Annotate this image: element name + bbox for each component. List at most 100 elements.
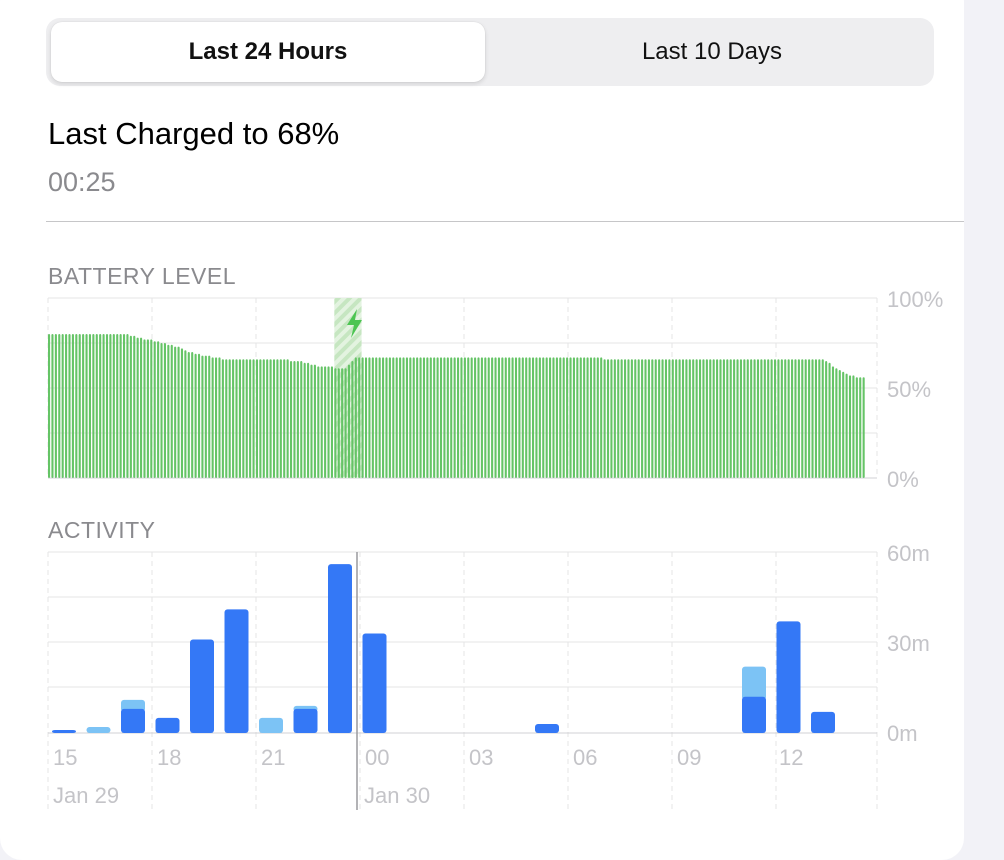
battery-bar — [733, 359, 736, 478]
battery-bar — [422, 357, 426, 478]
x-label: 12 — [779, 745, 803, 770]
battery-bar — [467, 357, 470, 478]
battery-bar — [184, 350, 187, 478]
battery-bars — [48, 334, 865, 478]
battery-bar — [392, 357, 395, 478]
battery-bar — [627, 359, 630, 478]
battery-bar — [269, 359, 272, 478]
battery-bar — [593, 357, 596, 478]
battery-bar — [364, 357, 368, 478]
battery-bar — [122, 334, 126, 478]
battery-y-label-0: 0% — [887, 467, 919, 492]
battery-bar — [705, 359, 708, 478]
x-label: 18 — [157, 745, 181, 770]
battery-bar — [99, 334, 102, 478]
battery-bar — [729, 359, 732, 478]
battery-bar — [484, 357, 487, 478]
battery-bar — [453, 357, 456, 478]
battery-bar — [252, 359, 255, 478]
battery-bar — [187, 352, 190, 478]
battery-bar — [78, 334, 81, 478]
battery-bar — [668, 359, 671, 478]
battery-bar — [480, 357, 483, 478]
x-label: 00 — [365, 745, 389, 770]
battery-bar — [630, 359, 633, 478]
battery-bar — [644, 359, 647, 478]
battery-bar — [634, 359, 637, 478]
battery-bar — [300, 361, 303, 478]
battery-bar — [494, 357, 497, 478]
activity-bar-screen-off — [86, 726, 111, 733]
battery-bar — [804, 359, 807, 478]
battery-bar — [770, 359, 773, 478]
battery-bar — [378, 357, 381, 478]
battery-bar — [324, 366, 327, 478]
battery-bar — [756, 359, 760, 478]
activity-bar-screen-on — [224, 609, 249, 733]
battery-bar — [109, 334, 112, 478]
tab-last-24-hours[interactable]: Last 24 Hours — [51, 22, 485, 82]
date-label-jan-30: Jan 30 — [364, 783, 430, 808]
tab-last-10-days[interactable]: Last 10 Days — [641, 38, 783, 65]
activity-y-label-60m: 60m — [887, 541, 930, 566]
battery-bar — [249, 359, 252, 478]
battery-bar — [361, 357, 364, 478]
battery-bar — [617, 359, 620, 478]
battery-bar — [862, 377, 865, 478]
battery-bar — [559, 357, 562, 478]
battery-bar — [681, 359, 685, 478]
x-label: 15 — [53, 745, 77, 770]
battery-bar — [702, 359, 705, 478]
activity-bars — [52, 564, 835, 733]
battery-bar — [88, 334, 92, 478]
battery-bar — [555, 357, 558, 478]
battery-bar — [61, 334, 64, 478]
battery-bar — [126, 334, 129, 478]
battery-bar — [405, 357, 408, 478]
battery-bar — [549, 357, 552, 478]
battery-bar — [787, 359, 790, 478]
battery-bar — [225, 359, 228, 478]
battery-bar — [368, 357, 371, 478]
battery-bar — [208, 355, 211, 478]
battery-bar — [143, 339, 146, 478]
battery-bar — [791, 359, 794, 478]
battery-bar — [232, 359, 235, 478]
battery-bar — [647, 359, 650, 478]
battery-bar — [518, 357, 521, 478]
battery-bar — [688, 359, 691, 478]
battery-bar — [777, 359, 780, 478]
battery-bar — [194, 353, 197, 478]
battery-bar — [412, 357, 415, 478]
activity-bar-screen-on — [155, 717, 180, 733]
activity-bar-screen-on — [776, 621, 801, 733]
battery-bar — [811, 359, 814, 478]
battery-bar — [620, 359, 623, 478]
battery-bar — [337, 368, 340, 478]
battery-bar — [347, 364, 351, 478]
battery-bar — [739, 359, 742, 478]
battery-bar — [48, 334, 51, 478]
lightning-bolt-icon — [347, 309, 362, 338]
activity-bar-screen-on — [535, 723, 559, 733]
battery-bar — [504, 357, 507, 478]
battery-bar — [808, 359, 811, 478]
battery-bar — [140, 337, 143, 478]
battery-bar — [215, 357, 218, 478]
activity-bar-screen-off — [121, 699, 145, 712]
battery-bar — [153, 341, 156, 478]
battery-bar — [572, 357, 575, 478]
battery-bar — [719, 359, 722, 478]
battery-bar — [255, 359, 259, 478]
battery-bar — [221, 359, 224, 478]
battery-bar — [116, 334, 119, 478]
battery-bar — [624, 359, 627, 478]
battery-bar — [157, 341, 160, 478]
battery-bar — [65, 334, 68, 478]
battery-bar — [842, 371, 845, 478]
battery-y-label-100: 100% — [887, 287, 943, 312]
battery-bar — [170, 344, 173, 478]
battery-bar — [354, 357, 357, 478]
battery-bar — [395, 357, 398, 478]
battery-bar — [825, 361, 828, 478]
